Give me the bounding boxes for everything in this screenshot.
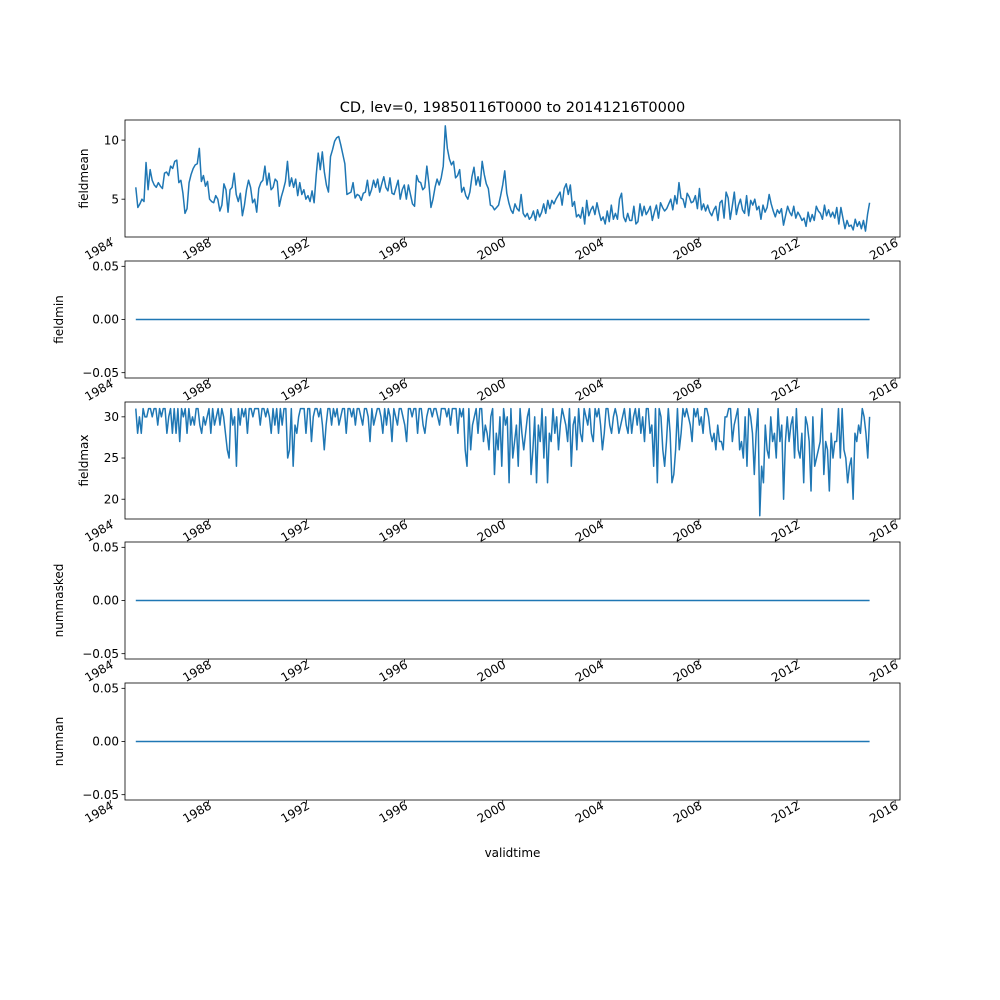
y-axis-label-fieldmin: fieldmin xyxy=(52,295,66,344)
y-tick-label-fieldmin: −0.05 xyxy=(82,366,119,380)
y-tick-label-fieldmax: 25 xyxy=(104,451,119,465)
y-tick-label-numnan: 0.00 xyxy=(92,735,119,749)
y-tick-label-fieldmean: 5 xyxy=(111,192,119,206)
y-axis-label-nummasked: nummasked xyxy=(52,564,66,638)
y-tick-label-fieldmean: 10 xyxy=(104,133,119,147)
series-line-fieldmean xyxy=(135,125,871,232)
y-axis-label-fieldmax: fieldmax xyxy=(77,434,91,486)
y-tick-label-nummasked: 0.05 xyxy=(92,541,119,555)
series-line-fieldmax xyxy=(135,407,871,517)
y-tick-label-fieldmin: 0.00 xyxy=(92,313,119,327)
y-tick-label-nummasked: −0.05 xyxy=(82,647,119,661)
axes-frame-fieldmean xyxy=(124,119,901,238)
y-tick-label-fieldmax: 20 xyxy=(104,492,119,506)
y-tick-label-fieldmin: 0.05 xyxy=(92,260,119,274)
y-axis-label-numnan: numnan xyxy=(52,717,66,766)
y-tick-label-numnan: −0.05 xyxy=(82,788,119,802)
y-tick-label-fieldmax: 30 xyxy=(104,410,119,424)
figure-title: CD, lev=0, 19850116T0000 to 20141216T000… xyxy=(340,100,686,116)
y-axis-label-fieldmean: fieldmean xyxy=(77,149,91,209)
y-tick-label-nummasked: 0.00 xyxy=(92,594,119,608)
x-axis-label: validtime xyxy=(485,846,541,860)
axes-frame-fieldmax xyxy=(124,401,901,520)
y-tick-label-numnan: 0.05 xyxy=(92,682,119,696)
